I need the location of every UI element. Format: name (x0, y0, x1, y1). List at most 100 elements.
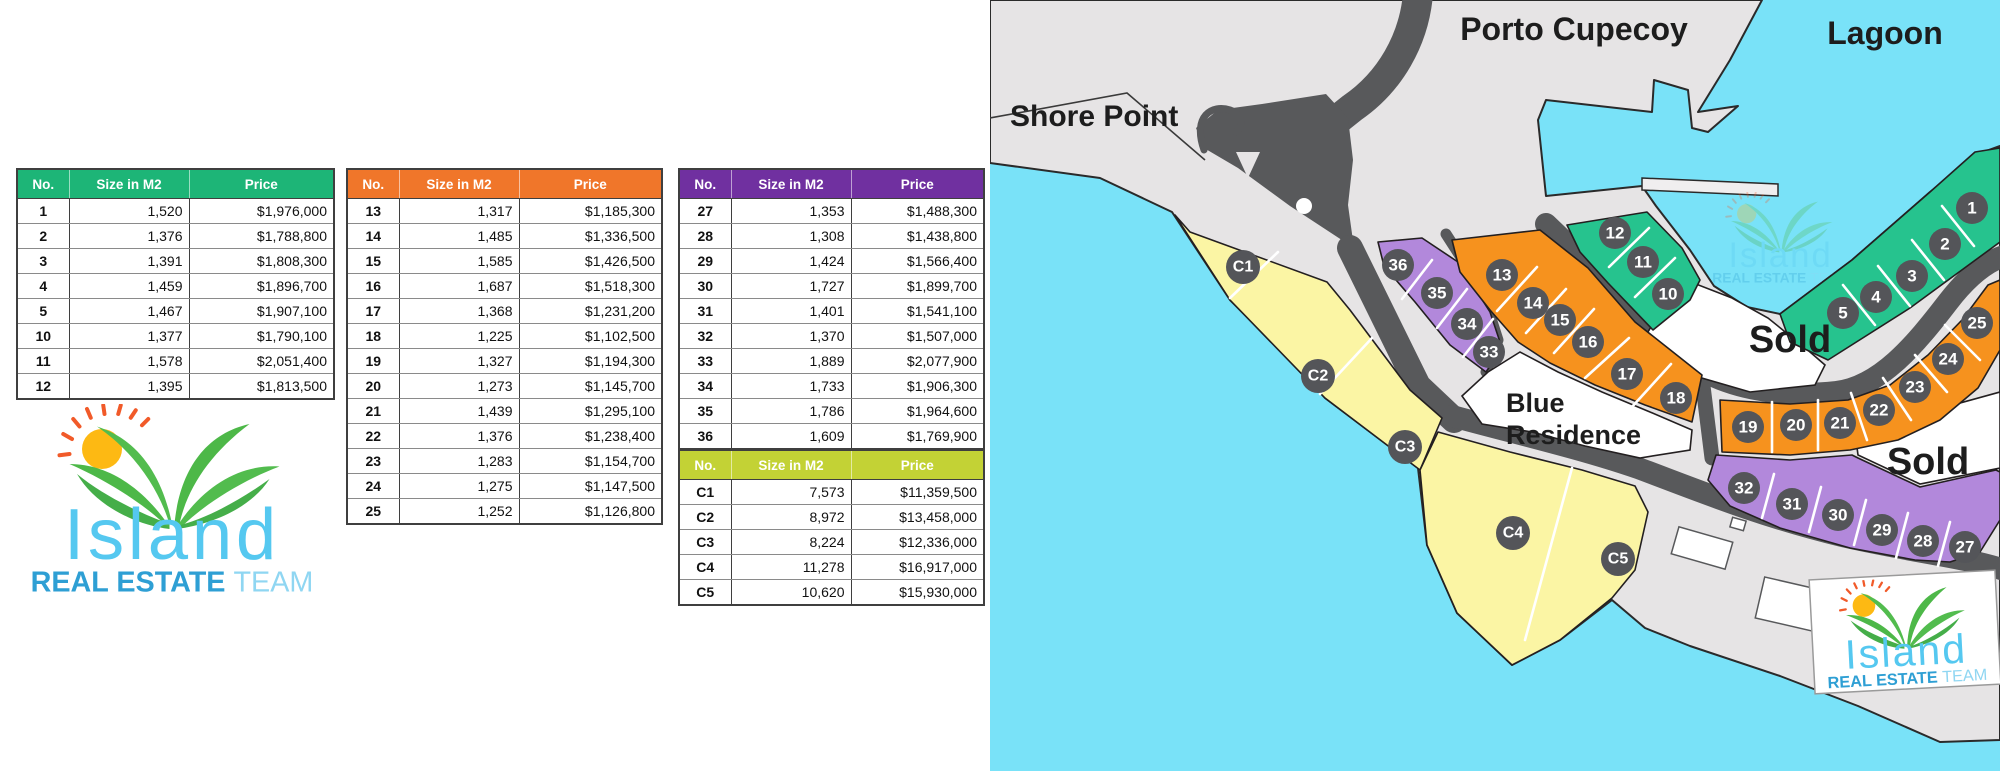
label-shore-point: Shore Point (1010, 100, 1178, 133)
svg-text:21: 21 (1831, 414, 1850, 433)
cell-size: 1,889 (731, 348, 852, 374)
svg-text:33: 33 (1480, 343, 1499, 362)
roundabout-icon (1296, 198, 1312, 214)
cell-price: $1,336,500 (519, 223, 662, 249)
svg-text:23: 23 (1906, 378, 1925, 397)
cell-no: C2 (679, 504, 732, 530)
parcel-badge-C3: C3 (1388, 430, 1422, 464)
cell-size: 1,609 (731, 423, 852, 450)
cell-no: 27 (679, 198, 732, 224)
cell-price: $1,488,300 (851, 198, 984, 224)
cell-price: $1,906,300 (851, 373, 984, 399)
cell-no: 25 (347, 498, 400, 525)
parcel-badge-23: 23 (1899, 371, 1931, 403)
table-row: 22 1,376 $1,238,400 (347, 423, 662, 449)
parcel-badge-19: 19 (1732, 411, 1764, 443)
cell-size: 1,353 (731, 198, 852, 224)
svg-text:2: 2 (1940, 235, 1949, 254)
table-row: 35 1,786 $1,964,600 (679, 398, 984, 424)
parcel-badge-35: 35 (1421, 277, 1453, 309)
svg-text:22: 22 (1870, 401, 1889, 420)
cell-price: $1,518,300 (519, 273, 662, 299)
table-row: 4 1,459 $1,896,700 (17, 273, 334, 299)
svg-text:18: 18 (1667, 389, 1686, 408)
cell-price: $2,051,400 (189, 348, 334, 374)
cell-price: $1,126,800 (519, 498, 662, 525)
label-porto-cupecoy: Porto Cupecoy (1460, 11, 1688, 47)
cell-no: 15 (347, 248, 400, 274)
cell-size: 1,395 (69, 373, 190, 400)
table-row: 13 1,317 $1,185,300 (347, 198, 662, 224)
svg-text:5: 5 (1838, 304, 1847, 323)
cell-price: $1,790,100 (189, 323, 334, 349)
parcel-badge-C1: C1 (1226, 250, 1260, 284)
svg-text:11: 11 (1634, 253, 1652, 272)
table-row: 24 1,275 $1,147,500 (347, 473, 662, 499)
svg-text:29: 29 (1873, 521, 1892, 540)
cell-no: 35 (679, 398, 732, 424)
cell-no: 24 (347, 473, 400, 499)
price-table-orange: No. Size in M2 Price 13 1,317 $1,185,300 14 1,… (346, 168, 663, 525)
cell-price: $2,077,900 (851, 348, 984, 374)
parcel-badge-1: 1 (1956, 192, 1988, 224)
cell-size: 1,687 (399, 273, 520, 299)
cell-no: 28 (679, 223, 732, 249)
parcel-badge-C4: C4 (1496, 516, 1530, 550)
cell-size: 8,972 (731, 504, 852, 530)
table-row: 34 1,733 $1,906,300 (679, 373, 984, 399)
column-header: Price (851, 450, 984, 480)
parcel-badge-15: 15 (1544, 304, 1576, 336)
cell-size: 11,278 (731, 554, 852, 580)
cell-size: 1,377 (69, 323, 190, 349)
table-header-row: No. Size in M2 Price (679, 450, 984, 480)
svg-text:17: 17 (1618, 365, 1637, 384)
shore-point-parcel-line (990, 92, 1206, 161)
cell-no: 14 (347, 223, 400, 249)
table-row: 14 1,485 $1,336,500 (347, 223, 662, 249)
price-table-green: No. Size in M2 Price 1 1,520 $1,976,000 2 1,37… (16, 168, 335, 400)
cell-price: $12,336,000 (851, 529, 984, 555)
table-row: 29 1,424 $1,566,400 (679, 248, 984, 274)
parcel-badge-28: 28 (1907, 525, 1939, 557)
cell-price: $1,185,300 (519, 198, 662, 224)
svg-text:35: 35 (1428, 284, 1447, 303)
price-table-lime: No. Size in M2 Price C1 7,573 $11,359,500 C2 8… (678, 449, 985, 606)
column-header: Size in M2 (731, 450, 852, 480)
cell-size: 1,376 (399, 423, 520, 449)
svg-text:25: 25 (1968, 314, 1987, 333)
svg-text:27: 27 (1956, 538, 1975, 557)
cell-price: $13,458,000 (851, 504, 984, 530)
cell-size: 1,273 (399, 373, 520, 399)
table-row: 3 1,391 $1,808,300 (17, 248, 334, 274)
cell-size: 1,225 (399, 323, 520, 349)
parcel-badge-33: 33 (1473, 336, 1505, 368)
cell-no: 11 (17, 348, 70, 374)
column-header: No. (679, 169, 732, 199)
cell-price: $1,154,700 (519, 448, 662, 474)
parcel-badge-20: 20 (1780, 409, 1812, 441)
cell-no: 2 (17, 223, 70, 249)
parcel-badge-29: 29 (1866, 514, 1898, 546)
parcel-badge-10: 10 (1652, 278, 1684, 310)
parcel-badge-34: 34 (1451, 308, 1483, 340)
table-row: 12 1,395 $1,813,500 (17, 373, 334, 400)
table-row: 18 1,225 $1,102,500 (347, 323, 662, 349)
map-logo-box (1808, 569, 2000, 695)
table-row: 36 1,609 $1,769,900 (679, 423, 984, 450)
svg-text:15: 15 (1551, 311, 1570, 330)
cell-size: 1,520 (69, 198, 190, 224)
cell-size: 1,275 (399, 473, 520, 499)
cell-size: 8,224 (731, 529, 852, 555)
cell-no: 3 (17, 248, 70, 274)
cell-price: $1,808,300 (189, 248, 334, 274)
cell-no: 19 (347, 348, 400, 374)
svg-text:31: 31 (1783, 495, 1802, 514)
cell-no: 16 (347, 273, 400, 299)
parcel-badge-18: 18 (1660, 382, 1692, 414)
column-header: Price (851, 169, 984, 199)
roads (1196, 0, 2000, 581)
cell-no: 1 (17, 198, 70, 224)
cell-size: 1,585 (399, 248, 520, 274)
parcel-badge-2: 2 (1929, 228, 1961, 260)
